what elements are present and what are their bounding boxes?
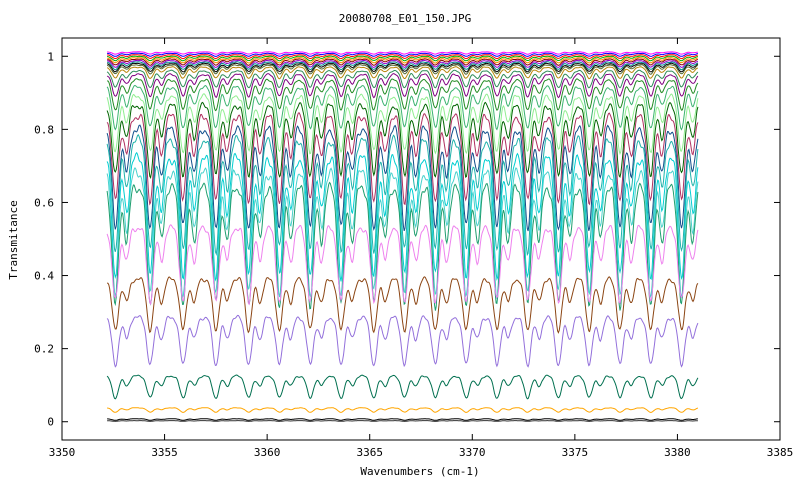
x-axis-label: Wavenumbers (cm-1) [360, 465, 479, 478]
series-line [106, 151, 699, 282]
y-tick-label: 0.2 [34, 343, 54, 356]
series-line [106, 62, 699, 73]
series-line [106, 69, 699, 89]
series-line [106, 276, 699, 334]
series-line [106, 55, 699, 62]
y-tick-label: 0.8 [34, 123, 54, 136]
series-line [106, 133, 699, 257]
series-line [106, 124, 699, 232]
series-line [106, 56, 699, 64]
series-line [106, 101, 699, 179]
y-tick-label: 0.6 [34, 196, 54, 209]
x-tick-label: 3365 [356, 446, 383, 459]
series-line [106, 166, 699, 299]
series-line [106, 314, 699, 368]
series-line [107, 59, 699, 68]
series-line [106, 374, 699, 400]
series-line [106, 61, 699, 71]
series-line [106, 66, 699, 80]
series-line [106, 73, 699, 99]
axes-layer: 3350 3355 3360 3365 3370 3375 3380 3385 0 0.2 0.4 0… [34, 37, 794, 459]
x-tick-label: 3360 [254, 446, 281, 459]
y-axis-label: Transmitance [7, 200, 20, 279]
series-line [107, 58, 699, 66]
series-line [107, 407, 699, 413]
series-line [106, 84, 699, 131]
series-line [107, 52, 699, 57]
series-line [107, 78, 699, 112]
plot-frame [61, 37, 781, 441]
x-tick-label: 3375 [562, 446, 589, 459]
series-line [107, 51, 698, 55]
y-tick-label: 1 [47, 50, 54, 63]
x-tick-label: 3380 [664, 446, 691, 459]
series-line [106, 93, 699, 156]
x-tick-label: 3350 [49, 446, 76, 459]
series-layer [106, 51, 699, 422]
y-tick-label: 0 [47, 416, 54, 429]
series-line [107, 54, 699, 60]
series-line [106, 112, 699, 206]
x-tick-label: 3385 [767, 446, 794, 459]
series-line [107, 418, 698, 421]
series-line [107, 420, 698, 422]
y-tick-label: 0.4 [34, 270, 54, 283]
series-line [106, 64, 699, 75]
x-tick-label: 3370 [459, 446, 486, 459]
chart-title: 20080708_E01_150.JPG [339, 12, 471, 25]
series-line [106, 224, 699, 306]
x-tick-label: 3355 [151, 446, 178, 459]
